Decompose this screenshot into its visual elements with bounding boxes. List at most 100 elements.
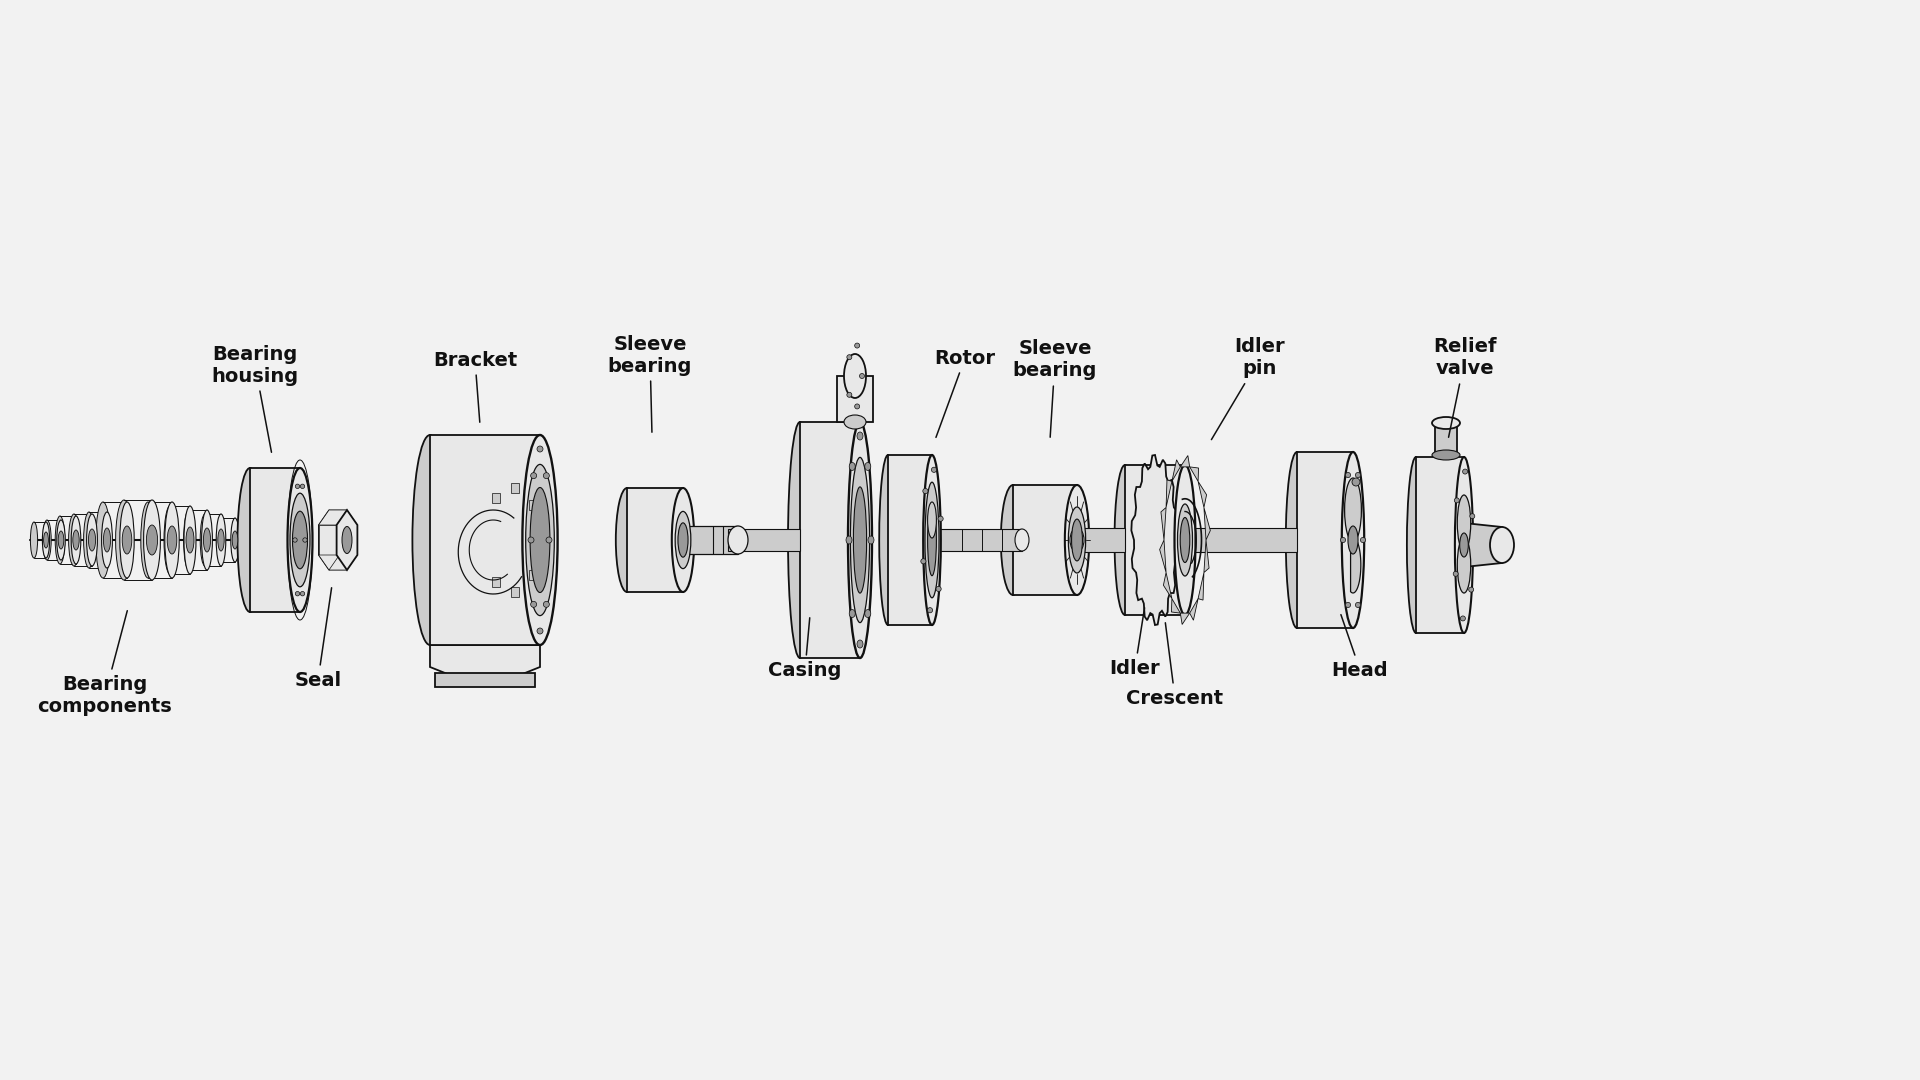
Ellipse shape <box>146 525 157 555</box>
Ellipse shape <box>860 374 864 378</box>
Ellipse shape <box>672 488 695 592</box>
Ellipse shape <box>69 514 79 566</box>
Ellipse shape <box>927 504 937 576</box>
Polygon shape <box>1014 485 1077 595</box>
Ellipse shape <box>856 432 862 440</box>
Ellipse shape <box>847 392 852 397</box>
Ellipse shape <box>1179 528 1192 552</box>
Polygon shape <box>1198 572 1204 600</box>
Ellipse shape <box>238 468 263 612</box>
Polygon shape <box>328 555 357 570</box>
Ellipse shape <box>538 627 543 634</box>
Ellipse shape <box>1177 504 1192 576</box>
Polygon shape <box>1185 528 1298 552</box>
Ellipse shape <box>530 473 536 478</box>
Text: Idler: Idler <box>1110 608 1160 677</box>
Polygon shape <box>1131 455 1179 625</box>
Polygon shape <box>1417 457 1463 633</box>
Ellipse shape <box>526 464 555 616</box>
Ellipse shape <box>927 502 937 538</box>
Polygon shape <box>319 555 348 570</box>
Ellipse shape <box>847 354 852 360</box>
Ellipse shape <box>879 455 897 625</box>
Ellipse shape <box>1071 519 1083 561</box>
Ellipse shape <box>530 602 536 607</box>
Ellipse shape <box>1455 457 1473 633</box>
Ellipse shape <box>71 516 81 564</box>
Ellipse shape <box>1340 538 1346 542</box>
Text: Casing: Casing <box>768 618 841 679</box>
Ellipse shape <box>849 422 872 658</box>
Polygon shape <box>1181 456 1190 467</box>
Ellipse shape <box>1069 528 1085 552</box>
Ellipse shape <box>58 519 65 561</box>
Polygon shape <box>250 468 300 612</box>
Ellipse shape <box>184 510 194 570</box>
Ellipse shape <box>1407 457 1425 633</box>
Polygon shape <box>1164 572 1171 598</box>
Polygon shape <box>801 422 860 658</box>
Polygon shape <box>837 376 874 422</box>
Bar <box>530 570 538 580</box>
Bar <box>492 492 499 503</box>
Ellipse shape <box>1459 534 1469 557</box>
Ellipse shape <box>616 488 637 592</box>
Ellipse shape <box>123 526 132 554</box>
Ellipse shape <box>217 514 227 566</box>
Ellipse shape <box>144 500 161 580</box>
Ellipse shape <box>1114 465 1135 615</box>
Ellipse shape <box>84 512 94 568</box>
Ellipse shape <box>290 494 309 586</box>
Polygon shape <box>1190 467 1198 482</box>
Polygon shape <box>1190 598 1198 620</box>
Polygon shape <box>684 526 737 554</box>
Ellipse shape <box>186 527 194 553</box>
Ellipse shape <box>847 536 852 544</box>
Text: Head: Head <box>1332 615 1388 679</box>
Ellipse shape <box>864 609 872 618</box>
Ellipse shape <box>1175 465 1196 615</box>
Ellipse shape <box>1346 472 1350 477</box>
Ellipse shape <box>31 522 38 558</box>
Polygon shape <box>319 525 336 555</box>
Ellipse shape <box>88 529 96 551</box>
Ellipse shape <box>937 586 941 592</box>
Ellipse shape <box>1461 616 1465 621</box>
Polygon shape <box>931 529 1021 551</box>
Ellipse shape <box>56 516 65 564</box>
Ellipse shape <box>1469 588 1475 592</box>
Ellipse shape <box>845 354 866 399</box>
Ellipse shape <box>927 608 933 612</box>
Polygon shape <box>328 510 357 525</box>
Ellipse shape <box>1463 469 1467 474</box>
Polygon shape <box>1125 465 1185 615</box>
Ellipse shape <box>104 528 111 552</box>
Ellipse shape <box>42 522 50 558</box>
Ellipse shape <box>538 446 543 453</box>
Polygon shape <box>1162 508 1165 540</box>
Text: Rotor: Rotor <box>935 349 995 437</box>
Ellipse shape <box>204 528 211 552</box>
Ellipse shape <box>1181 517 1190 563</box>
Polygon shape <box>1350 537 1361 593</box>
Text: Bearing
components: Bearing components <box>38 610 173 715</box>
Ellipse shape <box>292 538 298 542</box>
Ellipse shape <box>1457 537 1471 593</box>
Ellipse shape <box>522 435 557 645</box>
Polygon shape <box>430 645 540 677</box>
Polygon shape <box>887 455 931 625</box>
Text: Relief
valve: Relief valve <box>1432 337 1498 437</box>
Ellipse shape <box>1000 485 1025 595</box>
Ellipse shape <box>676 512 691 568</box>
Ellipse shape <box>922 558 925 564</box>
Polygon shape <box>1077 528 1125 552</box>
Ellipse shape <box>73 530 79 550</box>
Polygon shape <box>340 525 357 555</box>
Ellipse shape <box>342 526 351 553</box>
Ellipse shape <box>303 538 307 542</box>
Polygon shape <box>1298 453 1354 627</box>
Bar <box>1434 423 1457 455</box>
Ellipse shape <box>115 500 132 580</box>
Ellipse shape <box>925 482 939 598</box>
Ellipse shape <box>939 516 943 522</box>
